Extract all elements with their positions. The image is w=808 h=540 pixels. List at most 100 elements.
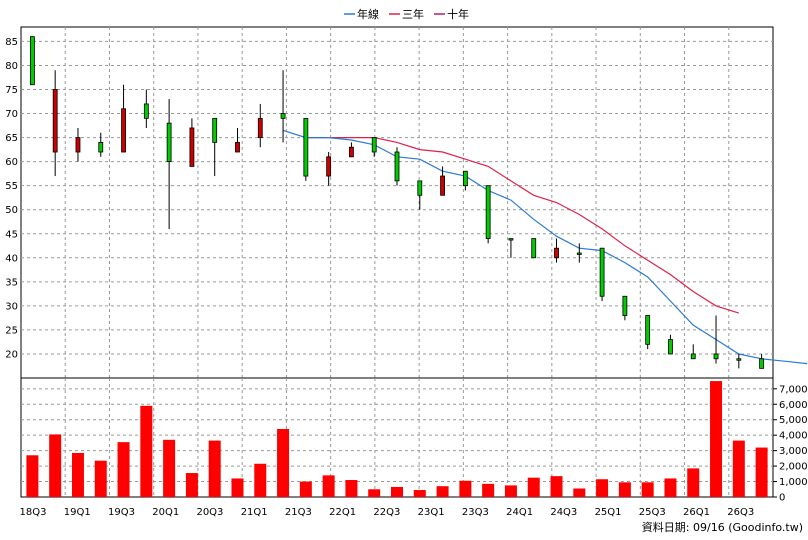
candle-body bbox=[280, 113, 286, 119]
candle bbox=[531, 238, 537, 259]
candle-body bbox=[713, 353, 719, 360]
candle bbox=[349, 142, 354, 158]
x-tick-label: 20Q3 bbox=[196, 507, 223, 518]
volume-tick-label: 3,000 bbox=[779, 446, 808, 457]
volume-bar bbox=[527, 477, 540, 497]
volume-bar bbox=[482, 483, 495, 497]
volume-tick-label: 1,000 bbox=[779, 477, 808, 488]
candle bbox=[736, 353, 742, 369]
volume-bar bbox=[231, 478, 244, 497]
volume-tick-label: 0 bbox=[779, 493, 785, 504]
candle bbox=[212, 117, 218, 177]
candle bbox=[326, 152, 332, 186]
candle bbox=[576, 243, 582, 263]
price-frame bbox=[20, 26, 774, 379]
candle-body bbox=[29, 36, 35, 86]
candle bbox=[189, 118, 195, 167]
volume-tick-label: 4,000 bbox=[779, 431, 808, 442]
volume-bar bbox=[459, 480, 472, 497]
candle-body bbox=[98, 141, 104, 153]
candle bbox=[417, 180, 423, 210]
volume-bar bbox=[26, 455, 39, 497]
x-tick-label: 22Q1 bbox=[329, 507, 356, 518]
candle bbox=[554, 238, 559, 263]
candle bbox=[485, 185, 491, 244]
volume-bar bbox=[208, 440, 221, 497]
candle bbox=[713, 315, 719, 364]
candle bbox=[257, 103, 263, 148]
volume-bar bbox=[185, 473, 198, 497]
volume-bar bbox=[140, 405, 153, 497]
candle bbox=[143, 89, 149, 128]
x-tick-label: 24Q1 bbox=[506, 507, 533, 518]
volume-bar bbox=[641, 482, 654, 497]
candle-body bbox=[326, 156, 332, 177]
volume-bar bbox=[391, 486, 403, 497]
candle bbox=[394, 147, 400, 186]
volume-bar bbox=[755, 447, 768, 497]
volume-bar bbox=[710, 381, 723, 497]
volume-bar bbox=[345, 480, 358, 497]
volume-bar bbox=[504, 485, 517, 497]
volume-tick-label: 2,000 bbox=[779, 462, 808, 473]
volume-bar bbox=[550, 476, 563, 497]
volume-bar bbox=[163, 439, 176, 497]
three-year-ma-line bbox=[305, 137, 739, 314]
candle bbox=[280, 70, 286, 143]
price-tick-label: 50 bbox=[5, 205, 18, 216]
candle-body bbox=[508, 238, 514, 241]
candle-body bbox=[212, 117, 218, 143]
candle bbox=[235, 127, 240, 153]
price-tick-label: 70 bbox=[5, 109, 18, 120]
candle bbox=[303, 117, 309, 181]
price-tick-label: 85 bbox=[5, 37, 18, 48]
candle-body bbox=[52, 89, 58, 153]
candle-body bbox=[531, 238, 537, 259]
price-tick-label: 30 bbox=[5, 301, 18, 312]
x-tick-label: 23Q3 bbox=[462, 507, 489, 518]
candle-body bbox=[121, 108, 126, 153]
candle-body bbox=[599, 247, 605, 297]
candle-body bbox=[668, 339, 673, 355]
price-tick-label: 45 bbox=[5, 229, 18, 240]
volume-tick-label: 5,000 bbox=[779, 415, 808, 426]
legend-item: 十年 bbox=[434, 7, 469, 21]
volume-bar bbox=[596, 479, 609, 497]
candle-body bbox=[690, 353, 696, 360]
candle-body bbox=[257, 117, 263, 138]
x-tick-label: 26Q1 bbox=[683, 507, 710, 518]
candle-body bbox=[417, 180, 423, 196]
x-axis: 18Q3 19Q1 19Q3 20Q1 20Q3 21Q1 21Q3 22Q1 22Q3 23Q1… bbox=[20, 507, 755, 518]
volume-bar bbox=[436, 486, 449, 497]
x-tick-label: 23Q1 bbox=[418, 507, 445, 518]
price-tick-label: 65 bbox=[5, 133, 18, 144]
candle bbox=[121, 84, 126, 153]
candle-body bbox=[143, 103, 149, 119]
x-tick-label: 25Q1 bbox=[595, 507, 622, 518]
candle-body bbox=[759, 358, 765, 369]
volume-bar bbox=[71, 452, 84, 497]
candle-body bbox=[622, 295, 628, 316]
x-tick-label: 25Q3 bbox=[639, 507, 666, 518]
candle-body bbox=[303, 117, 309, 177]
price-tick-label: 80 bbox=[5, 61, 18, 72]
candle bbox=[371, 137, 377, 157]
volume-bar bbox=[254, 463, 267, 497]
price-tick-label: 75 bbox=[5, 85, 18, 96]
volume-bar bbox=[664, 478, 677, 497]
x-tick-label: 21Q3 bbox=[285, 507, 312, 518]
candle bbox=[75, 127, 81, 162]
volume-bar bbox=[413, 490, 426, 497]
candle bbox=[52, 70, 58, 177]
volume-bar bbox=[322, 475, 335, 497]
x-tick-label: 20Q1 bbox=[152, 507, 179, 518]
candle bbox=[462, 170, 468, 191]
volume-tick-label: 7,000 bbox=[779, 384, 808, 395]
price-tick-label: 55 bbox=[5, 181, 18, 192]
volume-bar bbox=[299, 481, 312, 497]
candle-body bbox=[554, 247, 559, 259]
price-tick-label: 25 bbox=[5, 325, 18, 336]
candle-body bbox=[645, 315, 651, 345]
candle bbox=[668, 334, 673, 355]
volume-bar bbox=[49, 434, 62, 497]
